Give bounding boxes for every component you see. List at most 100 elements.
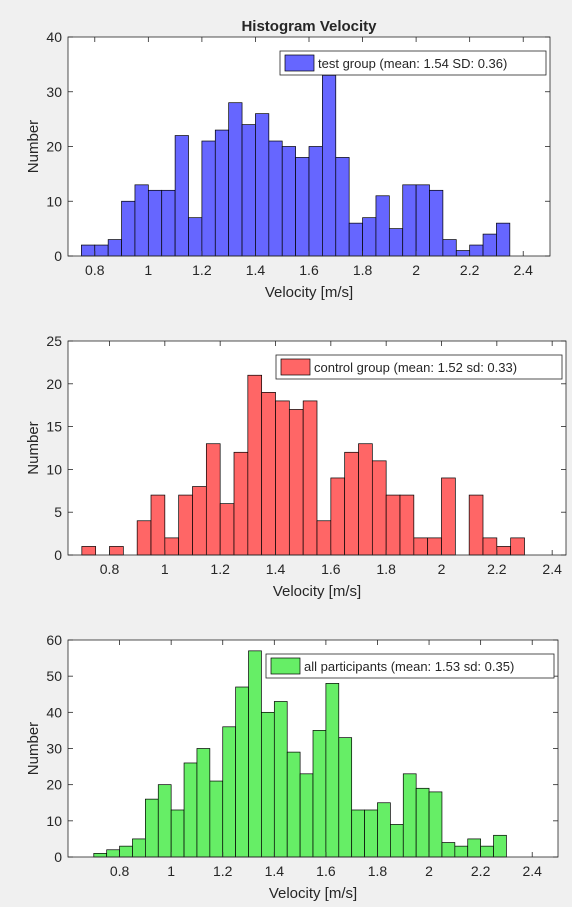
histogram-bar [316, 520, 332, 556]
legend-box [275, 354, 563, 380]
x-tick-label: 2.4 [513, 262, 533, 278]
histogram-bar [134, 184, 149, 257]
histogram-bar [150, 494, 166, 556]
y-tick-label: 30 [46, 741, 62, 757]
histogram-bar [442, 239, 457, 257]
histogram-bar [377, 802, 391, 858]
histogram-bar [322, 74, 337, 257]
histogram-bar [288, 409, 304, 556]
y-axis-label: Number [25, 421, 42, 474]
histogram-bar [428, 791, 443, 858]
legend: all participants (mean: 1.53 sd: 0.35) [265, 653, 555, 679]
histogram-bar [174, 135, 189, 257]
x-tick-label: 1.6 [321, 561, 341, 577]
x-tick-label: 1 [161, 561, 169, 577]
histogram-bar [338, 737, 353, 858]
histogram-bar [427, 537, 442, 556]
x-tick-label: 1.8 [353, 262, 373, 278]
histogram-bar [161, 189, 176, 257]
histogram-bar [413, 537, 429, 556]
x-tick-label: 1.8 [368, 863, 388, 879]
histogram-bar [106, 849, 120, 858]
histogram-bar [255, 113, 270, 257]
y-tick-label: 10 [46, 193, 62, 209]
histogram-bar [493, 834, 507, 858]
y-tick-label: 25 [46, 333, 62, 349]
chart-panel-2: 0.8 1 1.2 1.4 1.6 1.8 2 2.2 2.4 0 5 10 15 20 25 Velocit… [25, 333, 567, 600]
histogram-bar [261, 392, 276, 556]
histogram-bar [429, 189, 444, 257]
x-tick-label: 2.2 [471, 863, 491, 879]
chart-panel-3: 0.8 1 1.2 1.4 1.6 1.8 2 2.2 2.4 0 10 20 30 40 50 60 Velo… [25, 632, 559, 902]
histogram-bar [455, 250, 471, 257]
legend-label: all participants (mean: 1.53 sd: 0.35) [304, 659, 514, 674]
histogram-bar [81, 546, 97, 556]
y-tick-label: 20 [46, 376, 62, 392]
histogram-bar [348, 222, 363, 257]
legend-box [279, 50, 547, 76]
histogram-bar [164, 537, 180, 556]
histogram-bar [281, 146, 296, 257]
x-tick-label: 0.8 [100, 561, 120, 577]
x-tick-label: 1.2 [213, 863, 233, 879]
histogram-bar [214, 129, 230, 257]
histogram-bar [362, 217, 377, 257]
y-tick-label: 30 [46, 84, 62, 100]
x-tick-label: 1.2 [210, 561, 230, 577]
histogram-bar [121, 200, 136, 257]
chart-panel-1: 0.8 1 1.2 1.4 1.6 1.8 2 2.2 2.4 0 10 20 30 40 Velocity… [25, 18, 551, 301]
histogram-bar [402, 184, 417, 257]
histogram-bar [107, 239, 122, 257]
histogram-bar [496, 546, 512, 556]
histogram-bar [178, 494, 193, 556]
legend: test group (mean: 1.54 SD: 0.36) [279, 50, 547, 76]
histogram-bar [496, 222, 511, 257]
x-tick-label: 1.4 [266, 561, 286, 577]
histogram-bar [247, 374, 263, 556]
histogram-bar [344, 451, 359, 556]
histogram-bar [170, 809, 185, 858]
legend: control group (mean: 1.52 sd: 0.33) [275, 354, 563, 380]
y-tick-label: 20 [46, 139, 62, 155]
histogram-bar [222, 726, 236, 858]
x-tick-label: 2.2 [460, 262, 480, 278]
histogram-bar [273, 701, 288, 858]
x-tick-label: 1.6 [316, 863, 336, 879]
histogram-bar [136, 520, 152, 556]
histogram-bar [192, 486, 207, 556]
y-tick-label: 40 [46, 29, 62, 45]
histogram-bar [94, 244, 109, 257]
histogram-bar [371, 460, 387, 556]
histogram-bar [454, 845, 469, 858]
histogram-bar [325, 683, 340, 858]
histogram-bar [275, 400, 290, 556]
histogram-bar [358, 443, 373, 556]
histogram-bar [312, 730, 327, 858]
legend-swatch [270, 657, 301, 675]
x-tick-label: 0.8 [110, 863, 130, 879]
y-tick-label: 40 [46, 704, 62, 720]
histogram-bar [441, 477, 456, 556]
x-tick-label: 2 [438, 561, 446, 577]
histogram-bar [183, 762, 198, 858]
x-tick-label: 1.2 [192, 262, 212, 278]
histogram-bar [188, 217, 203, 257]
histogram-bar [261, 711, 275, 858]
histogram-bar [157, 784, 172, 858]
histogram-bar [385, 494, 401, 556]
y-tick-label: 10 [46, 813, 62, 829]
x-tick-label: 1.8 [376, 561, 396, 577]
histogram-bar [467, 838, 481, 858]
y-tick-label: 0 [54, 849, 62, 865]
histogram-bar [145, 798, 159, 858]
y-tick-label: 50 [46, 668, 62, 684]
x-tick-label: 2.4 [522, 863, 542, 879]
histogram-bar [482, 233, 497, 257]
histogram-bar [119, 845, 133, 858]
histogram-bar [375, 195, 390, 257]
histogram-bar [399, 494, 415, 556]
legend-label: test group (mean: 1.54 SD: 0.36) [318, 56, 507, 71]
histogram-bar [390, 824, 404, 858]
histogram-bar [228, 102, 243, 257]
histogram-bar [482, 537, 498, 556]
